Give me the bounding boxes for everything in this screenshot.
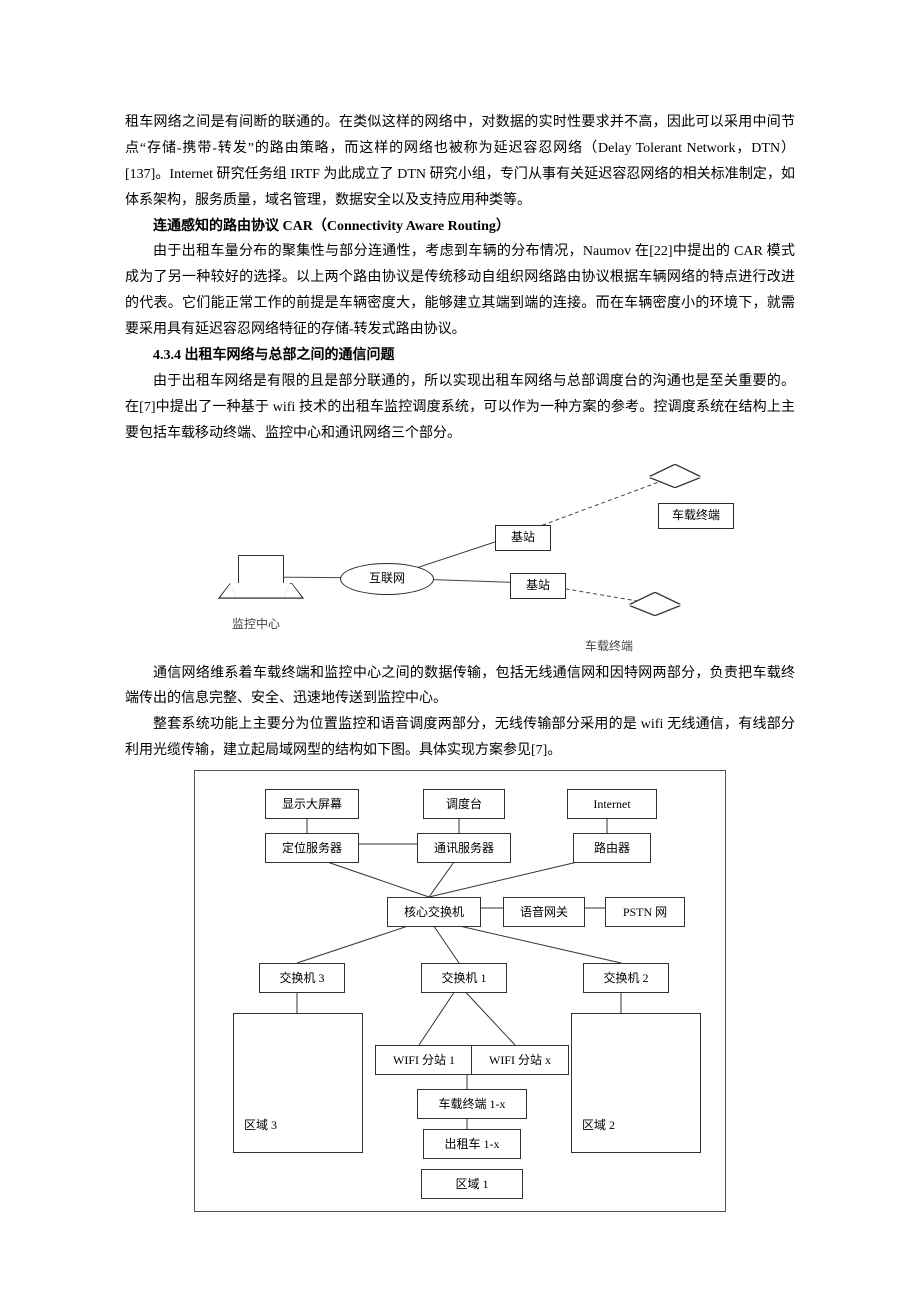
- node-router: 路由器: [573, 833, 651, 863]
- heading-car: 连通感知的路由协议 CAR（Connectivity Aware Routing…: [125, 214, 795, 240]
- node-core: 核心交换机: [387, 897, 481, 927]
- paragraph-dtn: 租车网络之间是有间断的联通的。在类似这样的网络中，对数据的实时性要求并不高，因此…: [125, 110, 795, 214]
- laptop-icon: [230, 555, 290, 599]
- node-internet: 互联网: [340, 563, 434, 595]
- node-taxi: 出租车 1-x: [423, 1129, 521, 1159]
- node-vt: 车载终端 1-x: [417, 1089, 527, 1119]
- node-bs2: 基站: [510, 573, 566, 599]
- paragraph-434c: 整套系统功能上主要分为位置监控和语音调度两部分，无线传输部分采用的是 wifi …: [125, 712, 795, 764]
- node-pstn: PSTN 网: [605, 897, 685, 927]
- label-monitor_center: 监控中心: [232, 613, 280, 635]
- vehicle-terminal-icon: [630, 593, 680, 615]
- node-sw3: 交换机 3: [259, 963, 345, 993]
- node-commsrv: 通讯服务器: [417, 833, 511, 863]
- node-internet: Internet: [567, 789, 657, 819]
- heading-434: 4.3.4 出租车网络与总部之间的通信问题: [125, 343, 795, 369]
- region-r1: 区域 1: [421, 1169, 523, 1199]
- paragraph-car: 由于出租车量分布的聚集性与部分连通性，考虑到车辆的分布情况，Naumov 在[2…: [125, 239, 795, 343]
- node-vgw: 语音网关: [503, 897, 585, 927]
- region-r2: 区域 2: [571, 1013, 701, 1153]
- diagram-wifi-network: 监控中心互联网基站基站车载终端车载终端: [125, 455, 795, 655]
- paragraph-434a: 由于出租车网络是有限的且是部分联通的，所以实现出租车网络与总部调度台的沟通也是至…: [125, 369, 795, 447]
- page-content: 租车网络之间是有间断的联通的。在类似这样的网络中，对数据的实时性要求并不高，因此…: [0, 0, 920, 1272]
- node-screen: 显示大屏幕: [265, 789, 359, 819]
- node-sw1: 交换机 1: [421, 963, 507, 993]
- label-term2_label: 车载终端: [585, 635, 633, 657]
- node-locsrv: 定位服务器: [265, 833, 359, 863]
- paragraph-434b: 通信网络维系着车载终端和监控中心之间的数据传输，包括无线通信网和因特网两部分，负…: [125, 661, 795, 713]
- node-dispatch: 调度台: [423, 789, 505, 819]
- node-bs1: 基站: [495, 525, 551, 551]
- vehicle-terminal-icon: [650, 465, 700, 487]
- region-r3: 区域 3: [233, 1013, 363, 1153]
- diagram-lan-structure: 显示大屏幕 调度台 Internet 定位服务器 通讯服务器 路由器核心交换机语音网关 PS…: [125, 770, 795, 1212]
- node-wifix: WIFI 分站 x: [471, 1045, 569, 1075]
- node-wifi1: WIFI 分站 1: [375, 1045, 473, 1075]
- node-term1_label: 车载终端: [658, 503, 734, 529]
- node-sw2: 交换机 2: [583, 963, 669, 993]
